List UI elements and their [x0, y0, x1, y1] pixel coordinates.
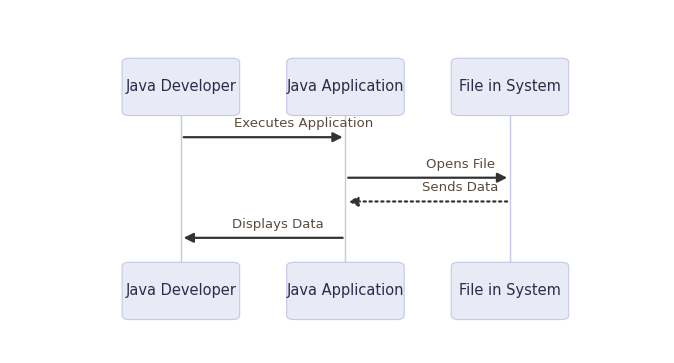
FancyBboxPatch shape — [286, 262, 404, 319]
Text: Sends Data: Sends Data — [422, 182, 499, 195]
Text: Java Application: Java Application — [286, 284, 404, 298]
Text: File in System: File in System — [459, 284, 561, 298]
FancyBboxPatch shape — [286, 58, 404, 115]
Text: Displays Data: Displays Data — [232, 218, 324, 231]
Text: Java Developer: Java Developer — [125, 284, 237, 298]
FancyBboxPatch shape — [122, 58, 240, 115]
Text: Opens File: Opens File — [426, 158, 495, 171]
FancyBboxPatch shape — [122, 262, 240, 319]
Text: Java Developer: Java Developer — [125, 79, 237, 94]
FancyBboxPatch shape — [451, 58, 569, 115]
FancyBboxPatch shape — [451, 262, 569, 319]
Text: Executes Application: Executes Application — [234, 117, 373, 130]
Text: Java Application: Java Application — [286, 79, 404, 94]
Text: File in System: File in System — [459, 79, 561, 94]
